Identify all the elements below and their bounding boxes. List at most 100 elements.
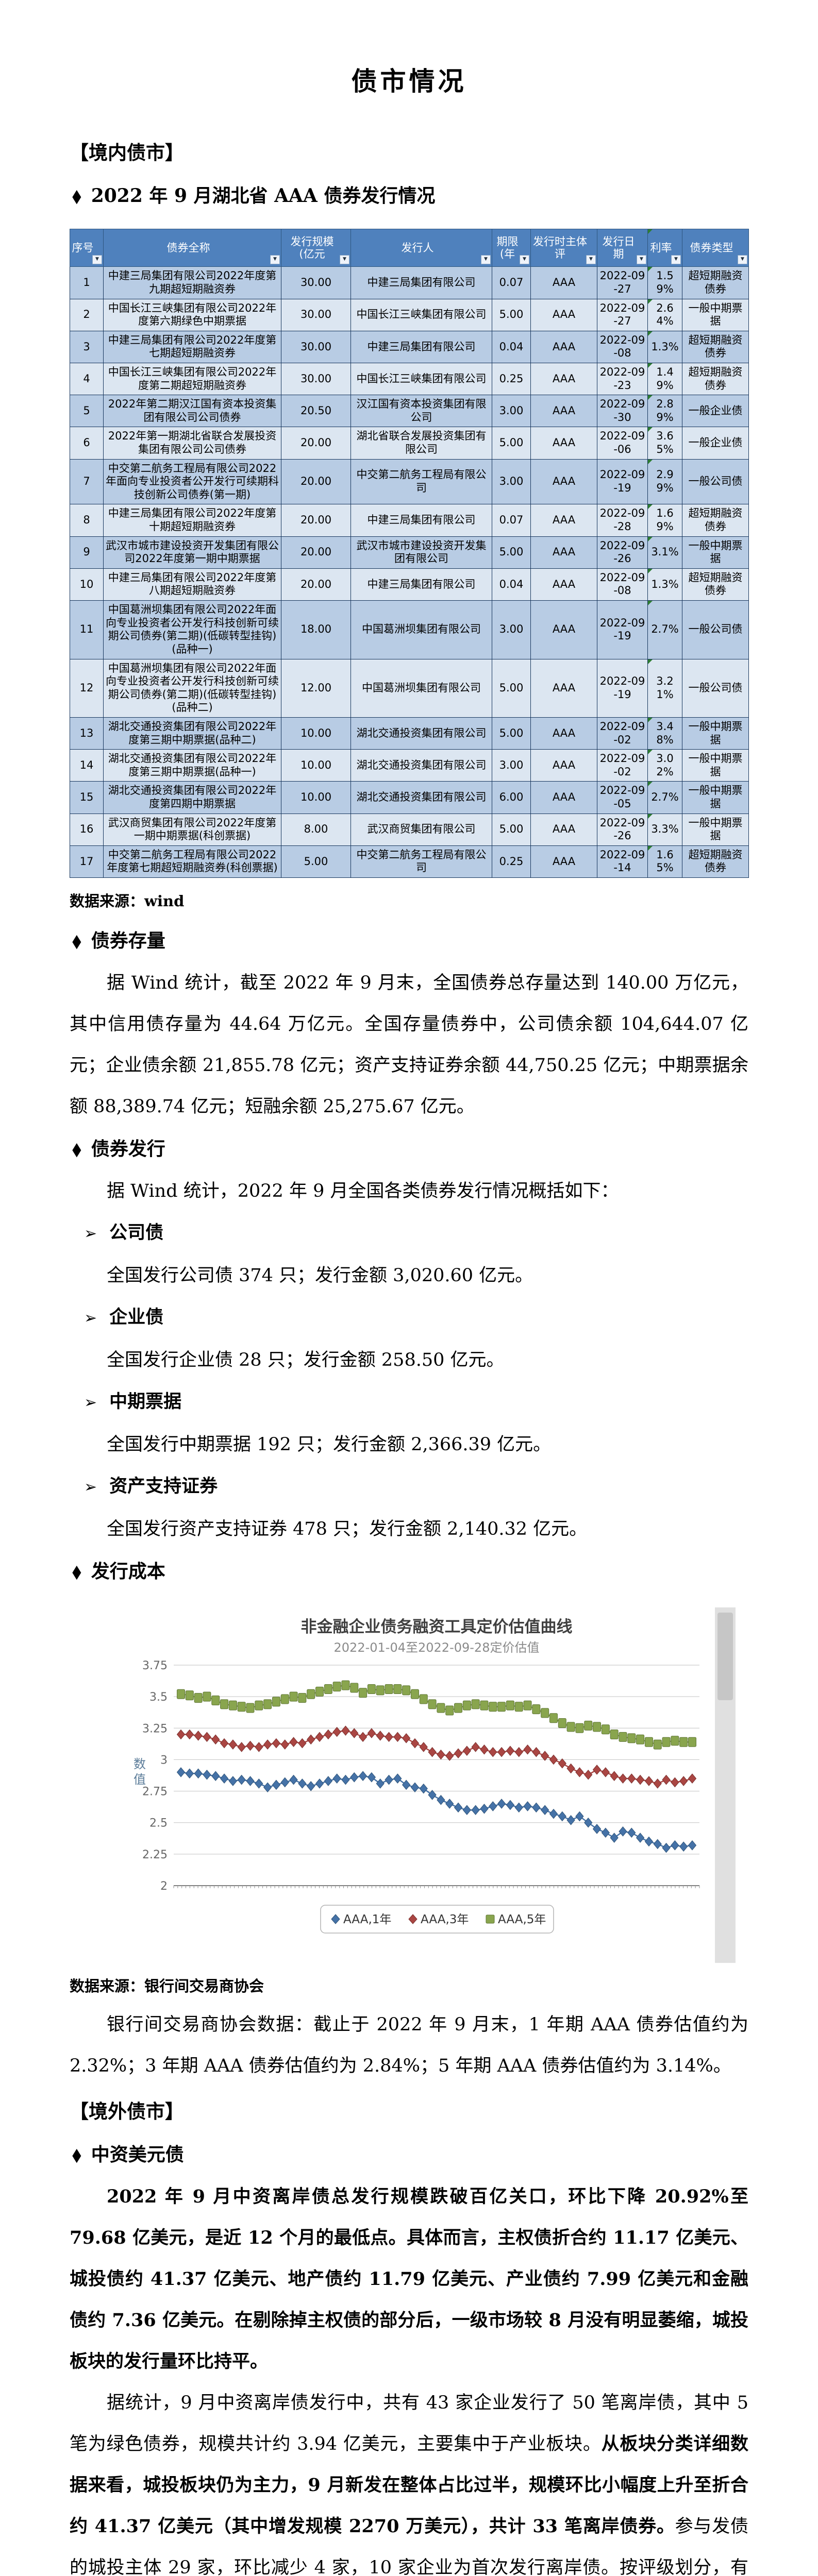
chart-legend: AAA,1年 AAA,3年 AAA,5年	[320, 1905, 554, 1934]
green-corner-indicator	[648, 601, 653, 606]
heading-usd-bonds-label: 中资美元债	[91, 2144, 184, 2166]
table-row: 1 中建三局集团有限公司2022年度第九期超短期融资券 30.00 中建三局集团有限公…	[70, 266, 749, 299]
filter-dropdown-icon[interactable]: ▼	[671, 255, 681, 265]
green-corner-indicator	[648, 782, 653, 787]
tenor-cell: 5.00	[492, 717, 531, 750]
column-header: 发行规模(亿元 ▼	[281, 228, 351, 267]
rating-cell: AAA	[530, 298, 597, 331]
bond-name-cell: 中国葛洲坝集团有限公司2022年面向专业投资者公开发行科技创新可续期公司债券(第…	[103, 600, 281, 659]
issue-type-detail: 全国发行企业债 28 只；发行金额 258.50 亿元。	[107, 1350, 505, 1371]
issue-scale-cell: 12.00	[281, 658, 351, 718]
filter-dropdown-icon[interactable]: ▼	[520, 255, 529, 265]
data-source-nafmii: 数据来源：银行间交易商协会	[70, 1977, 264, 1995]
valuation-chart: 非金融企业债务融资工具定价估值曲线 2022-01-04至2022-09-28定价…	[122, 1607, 736, 1963]
svg-text:3: 3	[160, 1754, 168, 1767]
svg-text:3.5: 3.5	[149, 1691, 168, 1704]
serial-cell: 9	[70, 536, 104, 569]
tenor-cell: 5.00	[492, 298, 531, 331]
bond-type-cell: 一般中期票据	[682, 749, 749, 782]
issue-scale-cell: 20.50	[281, 395, 351, 428]
chart-subtitle: 2022-01-04至2022-09-28定价估值	[334, 1640, 540, 1655]
issuer-cell: 汉江国有资本投资集团有限公司	[350, 395, 492, 428]
filter-dropdown-icon[interactable]: ▼	[586, 255, 596, 265]
arrow-bullet-icon: ➢	[84, 1394, 97, 1412]
svg-text:2.25: 2.25	[142, 1849, 168, 1861]
bond-type-cell: 一般企业债	[682, 395, 749, 428]
text-run: 据统计，9 月中资离岸债发行中，共有 43 家企业发行了 50 笔离岸债，其中 …	[70, 2393, 748, 2455]
section-domestic-bonds: 【境内债市】	[70, 141, 184, 164]
issue-scale-cell: 20.00	[281, 427, 351, 460]
bond-type-cell: 一般公司债	[682, 600, 749, 659]
filter-dropdown-icon[interactable]: ▼	[637, 255, 646, 265]
serial-cell: 7	[70, 459, 104, 505]
svg-text:AAA,1年: AAA,1年	[343, 1913, 391, 1926]
rate-cell: 3.1%	[647, 536, 682, 569]
green-corner-indicator	[648, 750, 653, 755]
table-row: 17 中交第二航务工程局有限公司2022年度第七期超短期融资券(科创票据) 5.00…	[70, 845, 749, 878]
issue-date-cell: 2022-09-27	[597, 298, 648, 331]
issue-scale-cell: 18.00	[281, 600, 351, 659]
svg-text:AAA,3年: AAA,3年	[421, 1913, 469, 1926]
issue-date-cell: 2022-09-02	[597, 717, 648, 750]
issue-date-cell: 2022-09-14	[597, 845, 648, 878]
column-header: 期限(年 ▼	[492, 228, 531, 267]
issue-type-item: ➢ 公司债	[70, 1212, 748, 1255]
issue-type-item: ➢ 企业债	[70, 1296, 748, 1340]
tenor-cell: 3.00	[492, 395, 531, 428]
bond-name-cell: 中交第二航务工程局有限公司2022年面向专业投资者公开发行可续期科技创新公司债券…	[103, 459, 281, 505]
rate-cell: 2.64%	[647, 298, 682, 331]
issue-date-cell: 2022-09-23	[597, 362, 648, 396]
tenor-cell: 5.00	[492, 427, 531, 460]
bond-type-cell: 一般中期票据	[682, 781, 749, 814]
issue-type-label: 资产支持证券	[109, 1476, 218, 1497]
svg-text:AAA,5年: AAA,5年	[498, 1913, 546, 1926]
issue-type-label: 公司债	[109, 1222, 164, 1244]
arrow-bullet-icon: ➢	[84, 1225, 97, 1243]
issuer-cell: 中建三局集团有限公司	[350, 330, 492, 363]
green-corner-indicator	[648, 659, 653, 664]
table-header: 序号 ▼ 债券全称 ▼ 发行规模(亿元 ▼ 发行人 ▼ 期限(年 ▼ 发行时主体评 ▼ 发行日期 ▼ 利率 ▼…	[70, 228, 749, 267]
tenor-cell: 0.04	[492, 330, 531, 363]
bond-type-cell: 超短期融资债券	[682, 504, 749, 537]
serial-cell: 15	[70, 781, 104, 814]
rating-cell: AAA	[530, 813, 597, 846]
issuer-cell: 中国长江三峡集团有限公司	[350, 298, 492, 331]
issuer-cell: 武汉商贸集团有限公司	[350, 813, 492, 846]
rate-cell: 1.3%	[647, 568, 682, 601]
issue-date-cell: 2022-09-19	[597, 600, 648, 659]
issue-date-cell: 2022-09-30	[597, 395, 648, 428]
rating-cell: AAA	[530, 362, 597, 396]
table-row: 6 2022年第一期湖北省联合发展投资集团有限公司公司债券 20.00 湖北省联合发展…	[70, 427, 749, 460]
filter-dropdown-icon[interactable]: ▼	[270, 255, 280, 265]
rating-cell: AAA	[530, 845, 597, 878]
rating-cell: AAA	[530, 658, 597, 718]
serial-cell: 8	[70, 504, 104, 537]
bond-issuance-table: 序号 ▼ 债券全称 ▼ 发行规模(亿元 ▼ 发行人 ▼ 期限(年 ▼ 发行时主体评 ▼ 发行日期 ▼ 利率 ▼…	[70, 228, 749, 878]
issue-type-list: ➢ 公司债 全国发行公司债 374 只；发行金额 3,020.60 亿元。 ➢ 企业债全…	[70, 1212, 748, 1550]
issuer-cell: 中交第二航务工程局有限公司	[350, 459, 492, 505]
issue-scale-cell: 20.00	[281, 536, 351, 569]
filter-dropdown-icon[interactable]: ▼	[340, 255, 349, 265]
rate-cell: 3.02%	[647, 749, 682, 782]
rating-cell: AAA	[530, 330, 597, 363]
serial-cell: 3	[70, 330, 104, 363]
issuer-cell: 中建三局集团有限公司	[350, 568, 492, 601]
issue-type-detail: 全国发行资产支持证券 478 只；发行金额 2,140.32 亿元。	[107, 1519, 588, 1540]
bond-type-cell: 一般中期票据	[682, 813, 749, 846]
green-corner-indicator	[648, 459, 653, 464]
bond-name-cell: 中建三局集团有限公司2022年度第八期超短期融资券	[103, 568, 281, 601]
serial-cell: 11	[70, 600, 104, 659]
filter-dropdown-icon[interactable]: ▼	[738, 255, 747, 265]
filter-dropdown-icon[interactable]: ▼	[481, 255, 491, 265]
serial-cell: 6	[70, 427, 104, 460]
data-source-wind: 数据来源：wind	[70, 892, 185, 910]
svg-text:3.25: 3.25	[142, 1722, 168, 1735]
rate-cell: 3.21%	[647, 658, 682, 718]
bond-name-cell: 武汉市城市建设投资开发集团有限公司2022年度第一期中期票据	[103, 536, 281, 569]
bond-name-cell: 武汉商贸集团有限公司2022年度第一期中期票据(科创票据)	[103, 813, 281, 846]
filter-dropdown-icon[interactable]: ▼	[92, 255, 102, 265]
rating-cell: AAA	[530, 266, 597, 299]
issue-scale-cell: 30.00	[281, 266, 351, 299]
green-corner-indicator	[648, 331, 653, 336]
